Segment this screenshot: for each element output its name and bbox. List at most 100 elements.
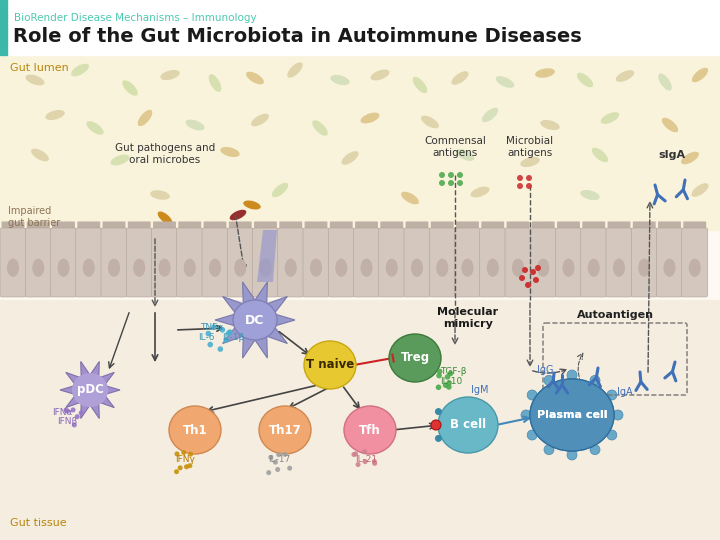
Ellipse shape [436, 259, 449, 277]
Text: IgG: IgG [537, 365, 554, 375]
FancyBboxPatch shape [213, 221, 217, 233]
Text: TGF-β: TGF-β [440, 367, 467, 376]
FancyBboxPatch shape [207, 221, 211, 233]
Ellipse shape [401, 192, 419, 204]
FancyBboxPatch shape [65, 221, 68, 233]
FancyBboxPatch shape [696, 221, 700, 233]
FancyBboxPatch shape [220, 221, 223, 233]
FancyBboxPatch shape [532, 221, 536, 233]
FancyBboxPatch shape [45, 221, 50, 233]
FancyBboxPatch shape [286, 221, 289, 233]
FancyBboxPatch shape [429, 228, 455, 297]
FancyBboxPatch shape [361, 221, 365, 233]
FancyBboxPatch shape [667, 221, 672, 233]
FancyBboxPatch shape [330, 221, 334, 233]
FancyBboxPatch shape [30, 221, 34, 233]
Text: Gut tissue: Gut tissue [10, 518, 67, 528]
Circle shape [446, 384, 451, 390]
Ellipse shape [220, 147, 240, 157]
Circle shape [372, 461, 377, 466]
Circle shape [276, 452, 282, 457]
Ellipse shape [140, 269, 156, 281]
FancyBboxPatch shape [346, 221, 349, 233]
FancyBboxPatch shape [61, 221, 66, 233]
FancyBboxPatch shape [682, 228, 708, 297]
Ellipse shape [411, 259, 423, 277]
Ellipse shape [535, 68, 555, 78]
FancyBboxPatch shape [245, 221, 248, 233]
Circle shape [217, 346, 223, 352]
Bar [0, 0, 720, 55]
FancyBboxPatch shape [292, 221, 296, 233]
FancyBboxPatch shape [516, 221, 520, 233]
Ellipse shape [150, 190, 170, 200]
FancyBboxPatch shape [519, 221, 523, 233]
FancyBboxPatch shape [25, 228, 51, 297]
Text: IgM: IgM [471, 385, 488, 395]
FancyBboxPatch shape [595, 221, 599, 233]
Ellipse shape [386, 259, 397, 277]
FancyBboxPatch shape [576, 221, 580, 233]
FancyBboxPatch shape [343, 221, 346, 233]
Ellipse shape [580, 190, 600, 200]
FancyBboxPatch shape [421, 221, 426, 233]
Circle shape [590, 375, 600, 386]
FancyBboxPatch shape [298, 221, 302, 233]
FancyBboxPatch shape [570, 221, 574, 233]
Ellipse shape [310, 259, 322, 277]
FancyBboxPatch shape [339, 221, 343, 233]
Ellipse shape [184, 259, 196, 277]
Text: IgA: IgA [617, 387, 633, 397]
Bar [0, 55, 720, 230]
Text: Molecular
mimicry: Molecular mimicry [438, 307, 498, 329]
FancyBboxPatch shape [491, 221, 495, 233]
Circle shape [178, 465, 183, 470]
FancyBboxPatch shape [254, 221, 258, 233]
Ellipse shape [691, 183, 708, 197]
FancyBboxPatch shape [188, 221, 192, 233]
Ellipse shape [689, 259, 701, 277]
Circle shape [517, 183, 523, 189]
FancyBboxPatch shape [404, 228, 430, 297]
FancyBboxPatch shape [229, 221, 233, 233]
Text: B cell: B cell [450, 418, 486, 431]
FancyBboxPatch shape [333, 221, 337, 233]
FancyBboxPatch shape [140, 221, 145, 233]
Circle shape [65, 409, 70, 414]
Circle shape [174, 469, 179, 474]
FancyBboxPatch shape [434, 221, 438, 233]
FancyBboxPatch shape [210, 221, 214, 233]
FancyBboxPatch shape [626, 221, 631, 233]
FancyBboxPatch shape [320, 221, 324, 233]
Circle shape [439, 180, 445, 186]
Ellipse shape [161, 70, 180, 80]
FancyBboxPatch shape [317, 221, 321, 233]
Text: Gut lumen: Gut lumen [10, 63, 68, 73]
FancyBboxPatch shape [101, 228, 127, 297]
Text: IFNβ: IFNβ [57, 417, 77, 426]
FancyBboxPatch shape [636, 221, 640, 233]
Ellipse shape [413, 77, 427, 93]
FancyBboxPatch shape [33, 221, 37, 233]
FancyBboxPatch shape [657, 228, 683, 297]
Text: Tfh: Tfh [359, 423, 381, 436]
FancyBboxPatch shape [409, 221, 413, 233]
FancyBboxPatch shape [93, 221, 97, 233]
FancyBboxPatch shape [11, 221, 15, 233]
FancyBboxPatch shape [446, 221, 451, 233]
FancyBboxPatch shape [20, 221, 24, 233]
FancyBboxPatch shape [27, 221, 31, 233]
FancyBboxPatch shape [328, 228, 354, 297]
Ellipse shape [233, 300, 277, 340]
FancyBboxPatch shape [355, 221, 359, 233]
Text: Impaired
gut barrier: Impaired gut barrier [8, 206, 60, 228]
Circle shape [266, 470, 271, 475]
Ellipse shape [246, 72, 264, 84]
FancyBboxPatch shape [585, 221, 590, 233]
FancyBboxPatch shape [232, 221, 236, 233]
Ellipse shape [31, 148, 49, 161]
Ellipse shape [186, 119, 204, 131]
Circle shape [275, 467, 280, 472]
FancyBboxPatch shape [36, 221, 40, 233]
FancyBboxPatch shape [235, 221, 239, 233]
